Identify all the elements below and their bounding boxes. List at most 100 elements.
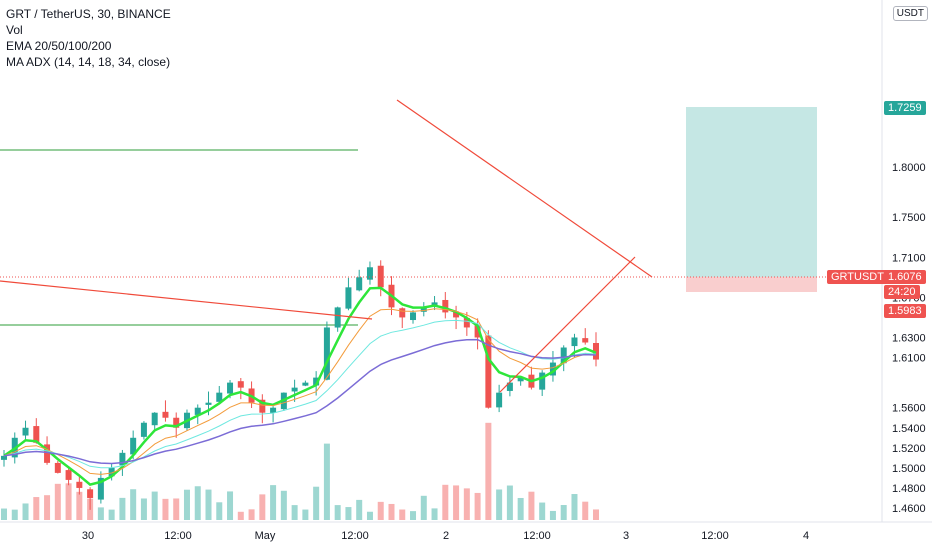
candle-body[interactable] <box>140 422 147 437</box>
volume-bar <box>377 501 384 520</box>
volume-bar <box>410 511 417 520</box>
candle-body[interactable] <box>302 382 309 386</box>
candlesticks <box>1 260 599 510</box>
ema50-line[interactable] <box>3 308 597 475</box>
legend-symbol: GRT / TetherUS, 30, BINANCE <box>6 7 171 21</box>
volume-bar <box>560 505 567 520</box>
candle-body[interactable] <box>474 324 481 338</box>
candle-body[interactable] <box>270 407 277 413</box>
x-tick-label: 12:00 <box>523 530 551 542</box>
x-tick-label: May <box>254 530 276 542</box>
ascending-trendline[interactable] <box>499 256 636 393</box>
chart-legend: GRT / TetherUS, 30, BINANCE Vol EMA 20/5… <box>6 6 171 70</box>
candle-body[interactable] <box>216 392 223 402</box>
candle-body[interactable] <box>44 444 51 463</box>
ema20-line[interactable] <box>3 286 597 486</box>
candle-body[interactable] <box>496 392 503 408</box>
volume-bar <box>399 509 406 520</box>
candle-body[interactable] <box>431 302 438 305</box>
stop-zone[interactable] <box>686 277 817 292</box>
stop-price-tag: 1.5983 <box>884 304 926 318</box>
candle-body[interactable] <box>334 307 341 328</box>
falling-support-trendline[interactable] <box>0 280 373 320</box>
candle-body[interactable] <box>463 317 470 328</box>
candle-body[interactable] <box>205 402 212 405</box>
y-tick-label: 1.7500 <box>892 212 926 224</box>
volume-bar <box>11 509 18 520</box>
currency-badge[interactable]: USDT <box>892 6 928 21</box>
volume-bar <box>130 489 137 520</box>
candle-body[interactable] <box>506 382 513 391</box>
candle-body[interactable] <box>162 411 169 418</box>
candle-body[interactable] <box>582 338 589 343</box>
volume-bar <box>366 511 373 520</box>
candle-body[interactable] <box>442 299 449 313</box>
candle-body[interactable] <box>399 308 406 318</box>
candle-body[interactable] <box>151 412 158 426</box>
volume-bar <box>44 495 51 520</box>
candle-body[interactable] <box>410 312 417 321</box>
y-tick-label: 1.5000 <box>892 463 926 475</box>
candle-body[interactable] <box>54 462 61 473</box>
volume-bar <box>140 498 147 520</box>
descending-trendline[interactable] <box>396 99 653 278</box>
target-zone[interactable] <box>686 107 817 277</box>
ema200-line[interactable] <box>3 338 597 465</box>
ema100-line[interactable] <box>3 319 597 469</box>
candle-body[interactable] <box>97 477 104 500</box>
legend-vol: Vol <box>6 23 23 37</box>
candle-body[interactable] <box>22 427 29 436</box>
candle-body[interactable] <box>377 265 384 288</box>
candle-body[interactable] <box>420 307 427 312</box>
volume-bar <box>549 510 556 520</box>
candle-body[interactable] <box>87 489 94 498</box>
candle-body[interactable] <box>237 381 244 388</box>
position-zones <box>686 107 817 292</box>
candle-body[interactable] <box>539 372 546 390</box>
candle-body[interactable] <box>453 311 460 318</box>
candle-body[interactable] <box>259 399 266 413</box>
candle-body[interactable] <box>194 407 201 415</box>
candle-body[interactable] <box>65 470 72 480</box>
candle-body[interactable] <box>130 437 137 455</box>
candle-body[interactable] <box>593 343 599 360</box>
candle-body[interactable] <box>291 387 298 392</box>
candle-body[interactable] <box>1 455 7 460</box>
volume-bar <box>33 497 40 520</box>
candle-body[interactable] <box>560 347 567 364</box>
candle-body[interactable] <box>517 377 524 382</box>
y-tick-label: 1.5400 <box>892 423 926 435</box>
candle-body[interactable] <box>345 287 352 309</box>
candle-body[interactable] <box>76 481 83 488</box>
volume-bar <box>119 497 126 520</box>
candle-body[interactable] <box>356 277 363 291</box>
x-tick-label: 12:00 <box>341 530 369 542</box>
volume-bar <box>571 494 578 520</box>
candle-body[interactable] <box>108 467 115 477</box>
volume-bar <box>151 491 158 520</box>
candle-body[interactable] <box>366 267 373 280</box>
volume-bar <box>270 485 277 520</box>
price-axis: 1.4600 1.4800 1.5000 1.5200 1.5400 1.5600 1.61… <box>892 162 926 515</box>
volume-bars <box>1 422 599 520</box>
candle-body[interactable] <box>485 335 492 408</box>
countdown-tag: 24:20 <box>884 285 920 299</box>
volume-bar <box>22 503 29 520</box>
candle-body[interactable] <box>173 417 180 428</box>
volume-bar <box>528 491 535 520</box>
candle-body[interactable] <box>119 452 126 466</box>
candle-body[interactable] <box>571 337 578 347</box>
trendlines <box>0 99 653 393</box>
x-tick-label: 3 <box>622 530 630 542</box>
y-tick-label: 1.5200 <box>892 443 926 455</box>
volume-bar <box>442 484 449 520</box>
candle-body[interactable] <box>227 382 234 394</box>
candle-body[interactable] <box>323 327 330 380</box>
x-tick-label: 2 <box>442 530 450 542</box>
legend-ema: EMA 20/50/100/200 <box>6 39 112 53</box>
volume-bar <box>593 509 599 520</box>
candle-body[interactable] <box>33 426 40 443</box>
candle-body[interactable] <box>313 377 320 386</box>
candle-body[interactable] <box>549 362 556 376</box>
